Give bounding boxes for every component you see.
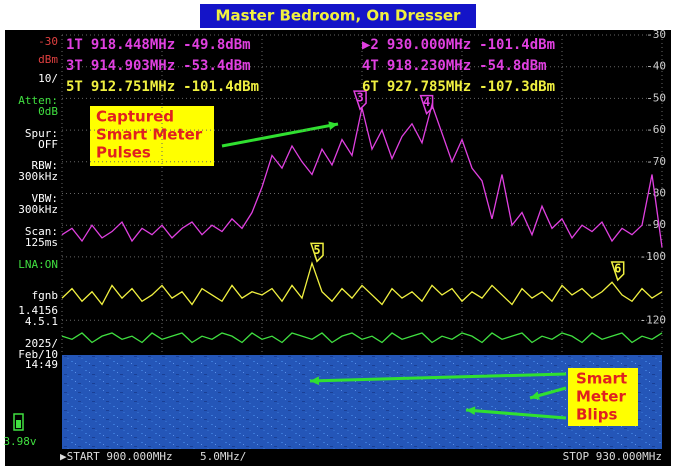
status-label: 10/	[38, 72, 58, 85]
annotation-text: Blips	[576, 406, 617, 424]
y-tick-label: -50	[646, 91, 666, 104]
status-label: 125ms	[25, 236, 58, 249]
start-freq: ▶START 900.000MHz	[60, 450, 173, 463]
y-tick-label: -70	[646, 155, 666, 168]
annotation-text: Pulses	[96, 144, 151, 162]
status-label: 14:49	[25, 358, 58, 371]
span-per-div: 5.0MHz/	[200, 450, 246, 463]
marker-icon-label: 4	[423, 95, 430, 109]
page: Master Bedroom, On Dresser CapturedSmart…	[0, 0, 676, 468]
annotation-text: Captured	[96, 108, 174, 126]
y-tick-label: -30	[646, 28, 666, 41]
battery-level	[16, 420, 21, 428]
status-label: -30	[38, 35, 58, 48]
annotation-text: Smart Meter	[96, 126, 203, 144]
marker-field: 914.903MHz	[91, 58, 175, 74]
marker-field: ▶2	[362, 37, 379, 53]
status-label: fgnb	[32, 289, 59, 302]
stop-freq: STOP 930.000MHz	[563, 450, 662, 463]
status-label: 4.5.1	[25, 315, 58, 328]
annotation-text: Smart	[576, 370, 627, 388]
marker-field: 918.448MHz	[91, 37, 175, 53]
marker-readout: ▶2 930.000MHz -101.4dBm	[362, 37, 555, 53]
marker-field: -49.8dBm	[183, 37, 250, 53]
marker-readout: 6T 927.785MHz -107.3dBm	[362, 79, 555, 95]
marker-field: -101.4dBm	[183, 79, 259, 95]
marker-field: 1T	[66, 37, 83, 53]
marker-field: 927.785MHz	[387, 79, 471, 95]
battery-voltage: 3.98v	[3, 435, 36, 448]
status-label: dBm	[38, 53, 58, 66]
marker-readout: 4T 918.230MHz -54.8dBm	[362, 58, 547, 74]
marker-icon-label: 5	[313, 243, 320, 257]
y-tick-label: -100	[640, 250, 667, 263]
y-tick-label: -120	[640, 313, 667, 326]
status-label: OFF	[38, 138, 58, 151]
marker-field: 4T	[362, 58, 379, 74]
marker-field: 918.230MHz	[387, 58, 471, 74]
marker-field: 5T	[66, 79, 83, 95]
y-tick-label: -90	[646, 218, 666, 231]
marker-field: 3T	[66, 58, 83, 74]
marker-field: 930.000MHz	[387, 37, 471, 53]
screen: Master Bedroom, On Dresser CapturedSmart…	[0, 0, 676, 468]
marker-icon-label: 6	[614, 262, 621, 276]
y-tick-label: -60	[646, 123, 666, 136]
marker-field: -54.8dBm	[479, 58, 546, 74]
marker-field: -53.4dBm	[183, 58, 250, 74]
chart-title: Master Bedroom, On Dresser	[216, 7, 462, 25]
y-tick-label: -40	[646, 60, 666, 73]
marker-readout: 1T 918.448MHz -49.8dBm	[66, 37, 251, 53]
status-label: 300kHz	[18, 203, 58, 216]
status-label: 0dB	[38, 105, 58, 118]
marker-field: 6T	[362, 79, 379, 95]
marker-field: 912.751MHz	[91, 79, 175, 95]
marker-readout: 5T 912.751MHz -101.4dBm	[66, 79, 259, 95]
status-label: 300kHz	[18, 170, 58, 183]
marker-field: -107.3dBm	[479, 79, 555, 95]
marker-field: -101.4dBm	[479, 37, 555, 53]
status-label: LNA:ON	[18, 258, 58, 271]
marker-readout: 3T 914.903MHz -53.4dBm	[66, 58, 251, 74]
annotation-text: Meter	[576, 388, 626, 406]
